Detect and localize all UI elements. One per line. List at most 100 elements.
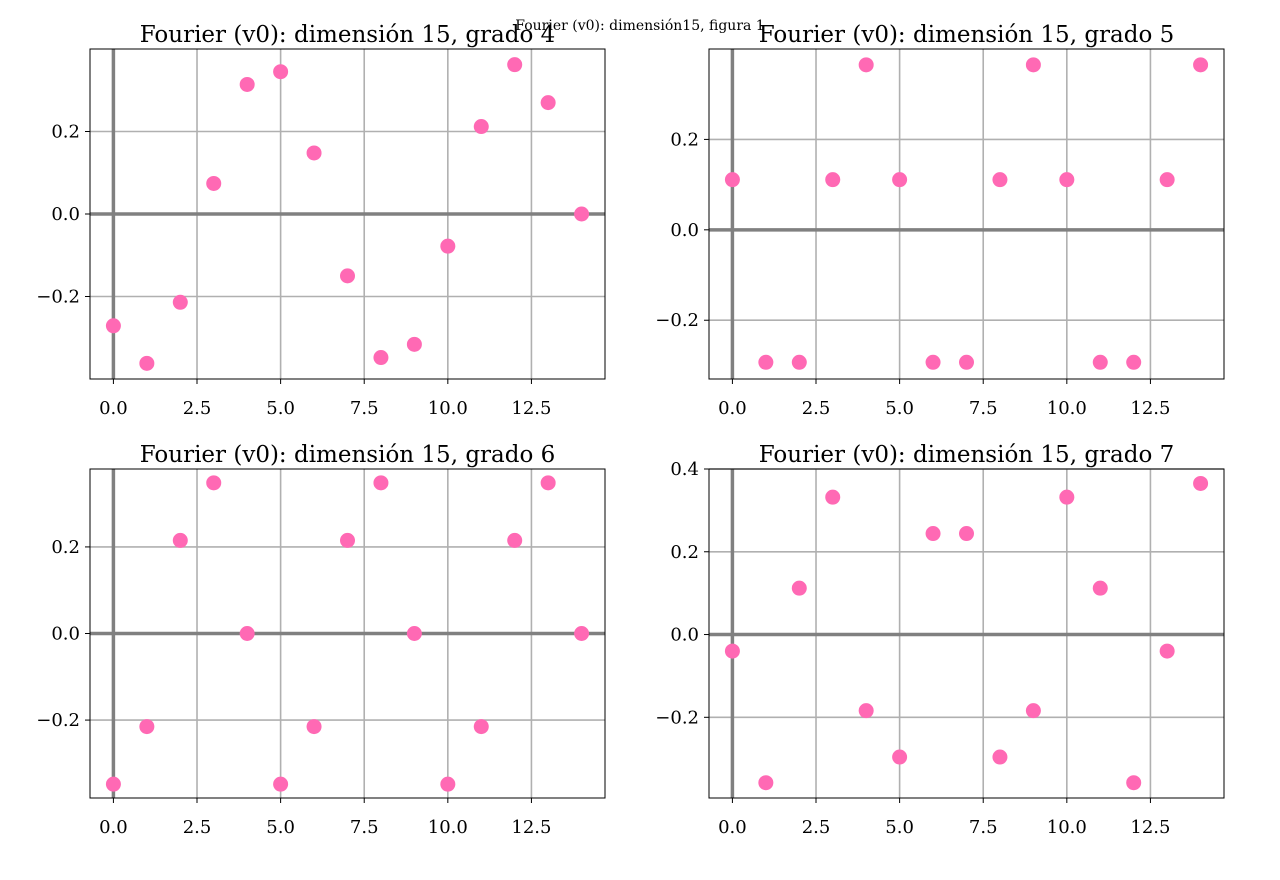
- data-point: [892, 172, 908, 188]
- data-point: [758, 354, 774, 370]
- data-point: [1159, 172, 1175, 188]
- data-point: [1193, 475, 1209, 491]
- x-tick-label: 10.0: [1047, 398, 1087, 419]
- data-point: [724, 643, 740, 659]
- y-tick-label: 0.2: [670, 542, 699, 563]
- data-point: [139, 719, 155, 735]
- data-point: [105, 776, 121, 792]
- x-tick-label: 5.0: [266, 398, 295, 419]
- subplot-title: Fourier (v0): dimensión 15, grado 6: [140, 442, 556, 468]
- x-tick-label: 12.5: [511, 398, 551, 419]
- data-point: [724, 172, 740, 188]
- subplot-2: 0.0 2.5 5.0 7.5 10.0 12.5 −0.2 0.0 0.2 Fourier (v…: [655, 22, 1225, 419]
- plot-frame: [708, 48, 1225, 380]
- data-point: [273, 776, 289, 792]
- data-point: [172, 294, 188, 310]
- data-point: [373, 350, 389, 366]
- data-point: [340, 532, 355, 548]
- data-point: [239, 76, 255, 92]
- data-point: [440, 776, 456, 792]
- data-point: [340, 268, 355, 284]
- data-point: [507, 57, 523, 73]
- y-tick-label: −0.2: [36, 287, 80, 308]
- data-point: [206, 175, 222, 191]
- x-tick-label: 2.5: [802, 817, 831, 838]
- data-point: [791, 354, 807, 370]
- data-point: [1092, 354, 1108, 370]
- y-tick-label: 0.2: [51, 122, 80, 143]
- x-tick-label: 2.5: [802, 398, 831, 419]
- y-tick-label: 0.0: [51, 624, 80, 645]
- data-point: [1025, 703, 1041, 719]
- y-tick-label: 0.0: [51, 204, 80, 225]
- data-point: [1159, 643, 1175, 659]
- data-point: [574, 626, 590, 641]
- x-tick-label: 12.5: [1130, 398, 1170, 419]
- data-point: [105, 318, 121, 334]
- x-tick-label: 12.5: [1130, 817, 1170, 838]
- data-point: [273, 64, 289, 80]
- x-tick-label: 0.0: [718, 817, 747, 838]
- data-point: [473, 119, 489, 135]
- data-point: [959, 354, 974, 370]
- data-point: [1193, 57, 1209, 73]
- data-point: [858, 703, 874, 719]
- data-point: [139, 355, 155, 371]
- data-point: [1025, 57, 1041, 73]
- data-point: [1059, 489, 1075, 505]
- data-point: [473, 719, 489, 735]
- data-point: [825, 489, 841, 505]
- data-point: [858, 57, 874, 73]
- x-tick-label: 0.0: [99, 398, 128, 419]
- data-point: [992, 172, 1008, 188]
- y-tick-label: 0.2: [51, 537, 80, 558]
- x-tick-label: 7.5: [350, 817, 379, 838]
- y-tick-label: 0.0: [670, 625, 699, 646]
- x-tick-label: 10.0: [428, 817, 468, 838]
- data-point: [758, 775, 774, 791]
- data-point: [791, 580, 807, 596]
- data-point: [1092, 580, 1108, 596]
- y-tick-label: −0.2: [36, 710, 80, 731]
- subplot-4: 0.0 2.5 5.0 7.5 10.0 12.5 −0.2 0.0 0.2 0.4 Fourier…: [655, 442, 1225, 838]
- data-point: [1126, 775, 1142, 791]
- x-tick-label: 10.0: [1047, 817, 1087, 838]
- data-point: [959, 526, 974, 542]
- y-tick-label: −0.2: [655, 707, 699, 728]
- y-tick-label: −0.2: [655, 310, 699, 331]
- data-point: [373, 475, 389, 491]
- data-point: [925, 354, 941, 370]
- subplot-3: 0.0 2.5 5.0 7.5 10.0 12.5 −0.2 0.0 0.2 Fourier (v…: [36, 442, 606, 838]
- x-tick-label: 2.5: [183, 398, 212, 419]
- x-tick-label: 7.5: [969, 817, 998, 838]
- data-point: [540, 475, 556, 491]
- data-point: [306, 145, 322, 161]
- x-tick-label: 5.0: [885, 817, 914, 838]
- data-point: [306, 719, 322, 735]
- data-point: [992, 749, 1008, 765]
- subplot-1: 0.0 2.5 5.0 7.5 10.0 12.5 −0.2 0.0 0.2 Fourier (v…: [36, 22, 606, 419]
- data-point: [239, 626, 255, 641]
- x-tick-label: 5.0: [266, 817, 295, 838]
- data-point: [925, 526, 941, 542]
- figure-title: Fourier (v0): dimensión15, figura 1: [515, 18, 764, 34]
- x-tick-label: 0.0: [718, 398, 747, 419]
- x-tick-label: 7.5: [350, 398, 379, 419]
- plot-frame: [708, 468, 1225, 799]
- x-tick-label: 5.0: [885, 398, 914, 419]
- data-point: [540, 95, 556, 111]
- data-point: [825, 172, 841, 188]
- data-point: [507, 532, 523, 548]
- data-point: [440, 238, 456, 254]
- data-point: [1126, 354, 1142, 370]
- data-point: [172, 532, 188, 548]
- y-tick-label: 0.2: [670, 129, 699, 150]
- data-point: [406, 626, 422, 641]
- subplot-title: Fourier (v0): dimensión 15, grado 5: [759, 22, 1175, 48]
- x-tick-label: 0.0: [99, 817, 128, 838]
- subplot-title: Fourier (v0): dimensión 15, grado 4: [140, 22, 556, 48]
- data-point: [406, 336, 422, 352]
- data-point: [574, 206, 590, 222]
- data-point: [892, 749, 908, 765]
